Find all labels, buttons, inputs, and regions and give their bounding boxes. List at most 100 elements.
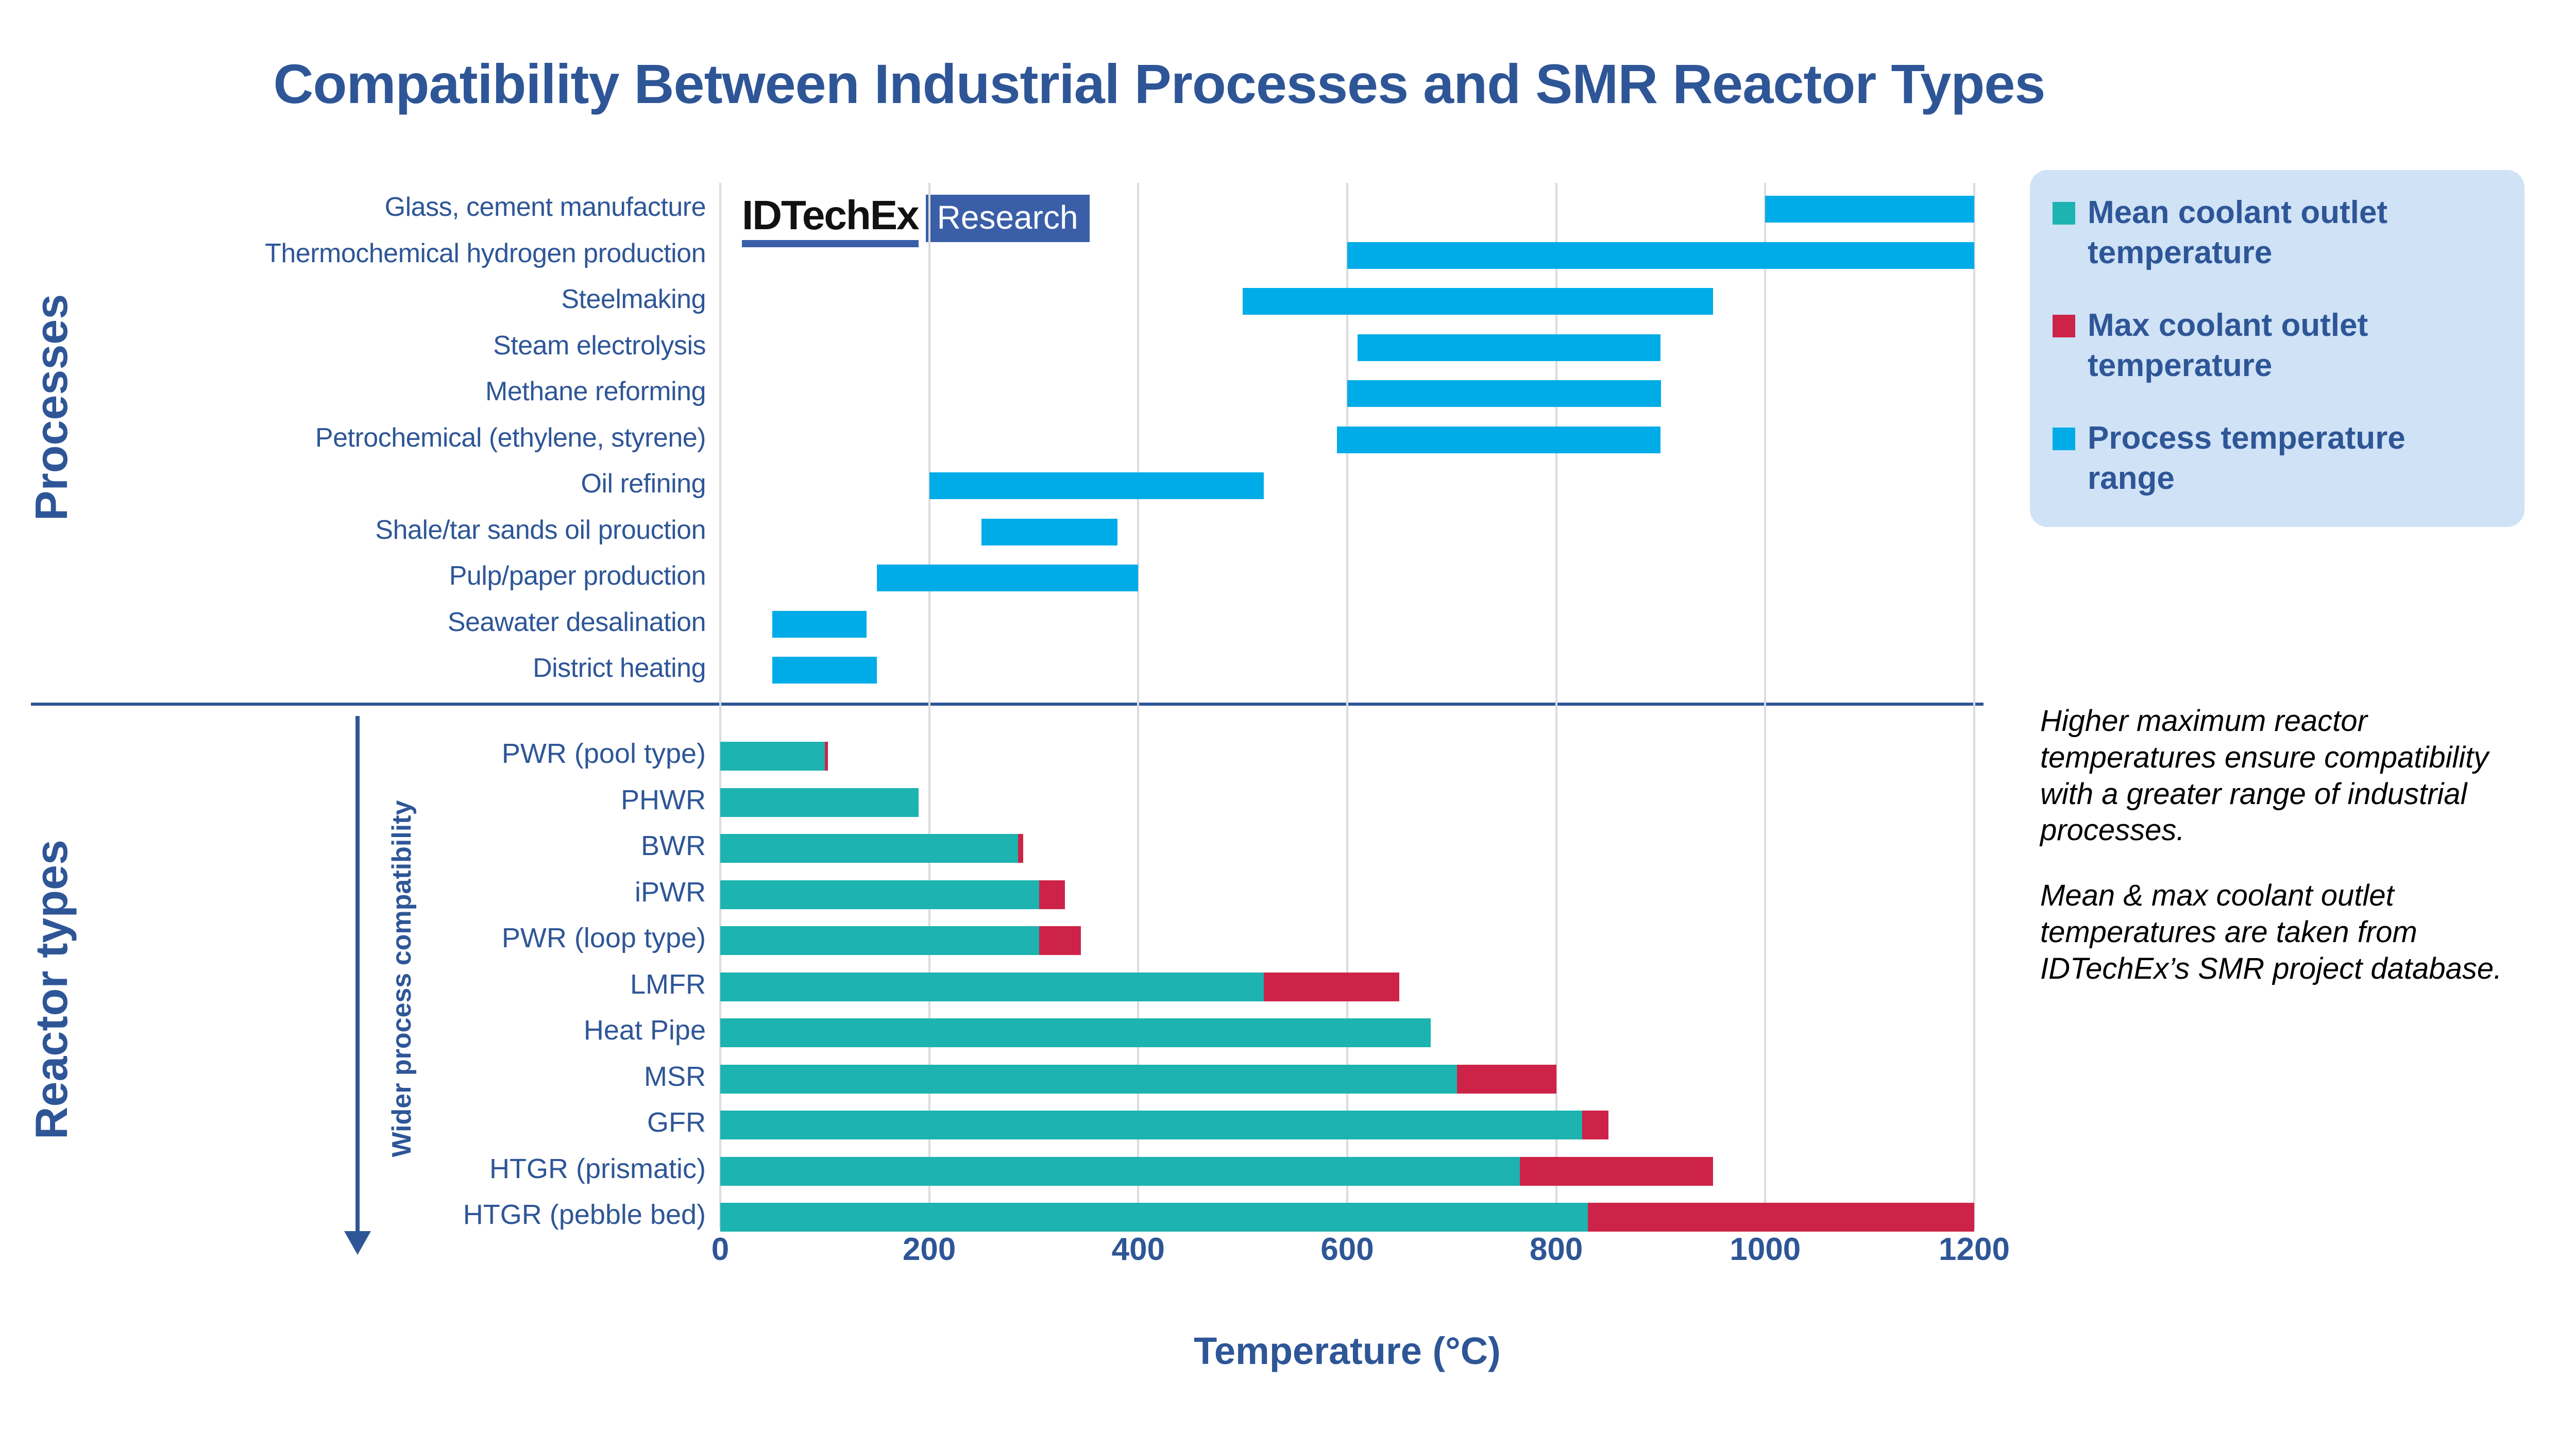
max-coolant-outlet-temperature-bar[interactable] [1018, 834, 1024, 863]
process-bar-row[interactable] [720, 288, 1974, 315]
process-bar-row[interactable] [720, 426, 1974, 453]
reactor-bar-row[interactable] [720, 880, 1974, 909]
gridline-200 [928, 183, 930, 1229]
idtechex-wordmark-wrap: IDTechEx [742, 192, 920, 247]
compatibility-arrow-head [344, 1231, 371, 1255]
process-temperature-range-bar[interactable] [1347, 380, 1661, 407]
legend-item-mean: Mean coolant outlet temperature [2053, 193, 2499, 272]
process-label: Oil refining [581, 469, 706, 499]
reactor-type-label: LMFR [630, 968, 706, 1000]
reactor-bar-row[interactable] [720, 1111, 1974, 1139]
reactor-bar-row[interactable] [720, 788, 1974, 817]
annotations-block: Higher maximum reactor temperatures ensu… [2040, 703, 2535, 1016]
process-bar-row[interactable] [720, 334, 1974, 361]
gridline-400 [1137, 183, 1140, 1229]
process-label: Methane reforming [485, 377, 706, 406]
process-temperature-range-bar[interactable] [1765, 196, 1974, 223]
legend-swatch-max [2053, 315, 2075, 337]
max-coolant-outlet-temperature-bar[interactable] [1587, 1203, 1974, 1232]
annotation-1: Higher maximum reactor temperatures ensu… [2040, 704, 2489, 847]
reactor-bar-row[interactable] [720, 1156, 1974, 1186]
process-label: Pulp/paper production [449, 561, 706, 591]
legend-swatch-mean [2053, 202, 2075, 225]
mean-coolant-outlet-temperature-bar[interactable] [720, 742, 825, 771]
x-tick-600: 600 [1320, 1232, 1374, 1267]
mean-coolant-outlet-temperature-bar[interactable] [720, 1203, 1588, 1232]
reactor-bar-row[interactable] [720, 1203, 1974, 1232]
legend-label-max: Max coolant outlet temperature [2088, 308, 2368, 383]
plot-area [719, 183, 1975, 1232]
reactor-type-label: Heat Pipe [583, 1015, 706, 1046]
mean-coolant-outlet-temperature-bar[interactable] [720, 926, 1039, 955]
x-tick-0: 0 [711, 1232, 730, 1267]
process-temperature-range-bar[interactable] [1336, 426, 1661, 453]
legend-item-max: Max coolant outlet temperature [2053, 305, 2499, 385]
max-coolant-outlet-temperature-bar[interactable] [1519, 1156, 1713, 1186]
x-tick-200: 200 [902, 1232, 956, 1267]
reactor-type-label: HTGR (prismatic) [489, 1153, 706, 1184]
reactor-type-label: BWR [641, 830, 706, 861]
reactor-bar-row[interactable] [720, 1064, 1974, 1094]
reactor-type-label: PHWR [621, 784, 706, 815]
page-title: Compatibility Between Industrial Process… [273, 53, 2046, 115]
mean-coolant-outlet-temperature-bar[interactable] [720, 972, 1264, 1001]
mean-coolant-outlet-temperature-bar[interactable] [720, 1111, 1583, 1139]
process-label: Petrochemical (ethylene, styrene) [315, 422, 706, 453]
reactor-bar-row[interactable] [720, 742, 1974, 771]
process-bar-row[interactable] [720, 518, 1974, 545]
mean-coolant-outlet-temperature-bar[interactable] [720, 880, 1039, 909]
gridline-1000 [1764, 183, 1767, 1229]
process-temperature-range-bar[interactable] [772, 610, 867, 638]
process-label: District heating [533, 653, 706, 683]
process-bar-row[interactable] [720, 472, 1974, 499]
idtechex-wordmark: IDTechEx [742, 192, 920, 238]
process-bar-row[interactable] [720, 380, 1974, 407]
process-bar-row[interactable] [720, 242, 1974, 269]
max-coolant-outlet-temperature-bar[interactable] [1263, 972, 1400, 1001]
x-tick-800: 800 [1529, 1232, 1583, 1267]
x-tick-1000: 1000 [1730, 1232, 1801, 1267]
process-bar-row[interactable] [720, 565, 1974, 591]
max-coolant-outlet-temperature-bar[interactable] [824, 742, 828, 771]
x-tick-1200: 1200 [1939, 1232, 2010, 1267]
process-label: Seawater desalination [447, 607, 706, 637]
legend-item-process: Process temperature range [2053, 418, 2499, 498]
x-tick-400: 400 [1111, 1232, 1165, 1267]
process-temperature-range-bar[interactable] [981, 518, 1117, 545]
process-temperature-range-bar[interactable] [1347, 242, 1974, 269]
max-coolant-outlet-temperature-bar[interactable] [1582, 1111, 1609, 1139]
process-label: Thermochemical hydrogen production [265, 238, 706, 268]
process-temperature-range-bar[interactable] [1358, 334, 1661, 361]
reactor-bar-row[interactable] [720, 834, 1974, 863]
process-bar-row[interactable] [720, 610, 1974, 638]
process-temperature-range-bar[interactable] [929, 472, 1264, 499]
legend: Mean coolant outlet temperature Max coola… [2030, 170, 2524, 527]
reactor-bar-row[interactable] [720, 972, 1974, 1001]
process-bar-row[interactable] [720, 196, 1974, 223]
max-coolant-outlet-temperature-bar[interactable] [1039, 926, 1081, 955]
legend-label-process: Process temperature range [2088, 420, 2405, 496]
reactor-type-label: iPWR [635, 876, 706, 908]
max-coolant-outlet-temperature-bar[interactable] [1039, 880, 1065, 909]
process-label: Glass, cement manufacture [384, 192, 706, 222]
reactor-bar-row[interactable] [720, 926, 1974, 955]
reactor-type-label: PWR (pool type) [501, 738, 706, 769]
mean-coolant-outlet-temperature-bar[interactable] [720, 788, 919, 817]
mean-coolant-outlet-temperature-bar[interactable] [720, 834, 1019, 863]
max-coolant-outlet-temperature-bar[interactable] [1456, 1064, 1556, 1094]
compatibility-arrow-line [355, 716, 360, 1236]
mean-coolant-outlet-temperature-bar[interactable] [720, 1064, 1457, 1094]
process-temperature-range-bar[interactable] [877, 565, 1139, 591]
process-label: Steelmaking [561, 284, 706, 314]
idtechex-underline-bar [742, 240, 919, 247]
reactor-bar-row[interactable] [720, 1018, 1974, 1047]
process-temperature-range-bar[interactable] [772, 657, 877, 684]
mean-coolant-outlet-temperature-bar[interactable] [720, 1156, 1520, 1186]
panel-divider [31, 703, 1984, 706]
gridline-0 [719, 183, 721, 1229]
mean-coolant-outlet-temperature-bar[interactable] [720, 1018, 1431, 1047]
idtechex-logo: IDTechEx Research [742, 195, 1090, 247]
process-bar-row[interactable] [720, 657, 1974, 684]
reactor-type-label: MSR [644, 1061, 706, 1092]
process-temperature-range-bar[interactable] [1243, 288, 1713, 315]
